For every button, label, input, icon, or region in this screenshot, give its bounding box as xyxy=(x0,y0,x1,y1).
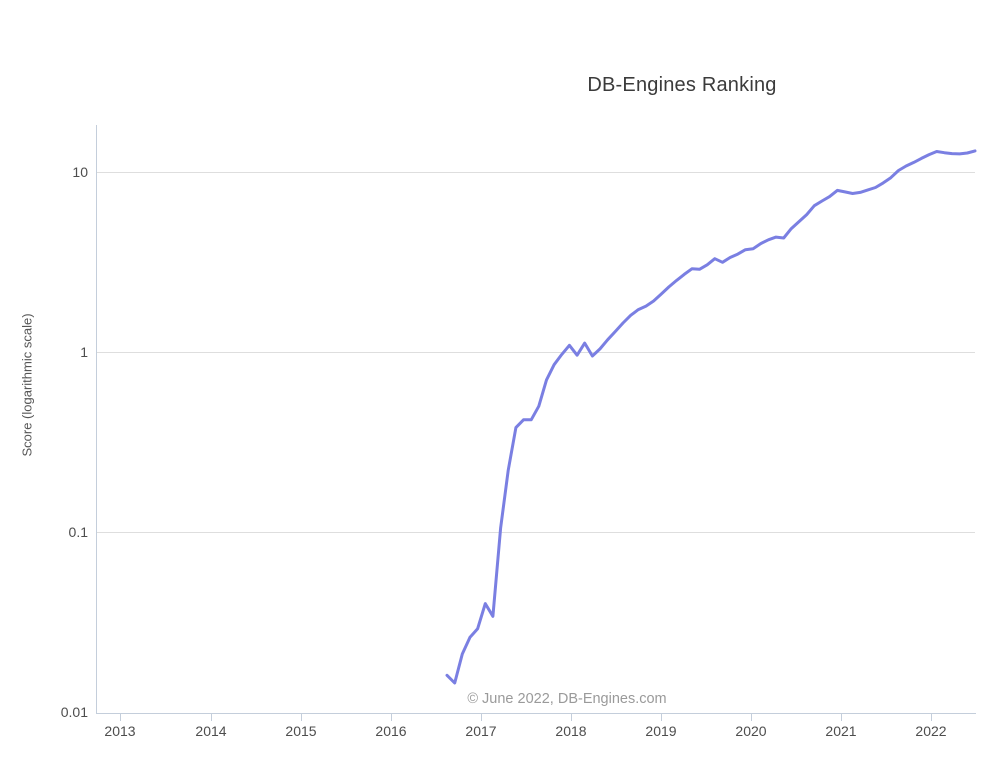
x-tick-mark xyxy=(391,714,392,721)
x-tick-label: 2020 xyxy=(735,723,767,739)
x-tick-label: 2014 xyxy=(195,723,227,739)
chart-title: DB-Engines Ranking xyxy=(587,74,777,96)
watermark: © June 2022, DB-Engines.com xyxy=(467,691,667,707)
x-tick-label: 2018 xyxy=(555,723,587,739)
y-tick-label: 0.1 xyxy=(68,524,88,540)
x-tick-mark xyxy=(211,714,212,721)
gridline-10 xyxy=(96,172,975,173)
x-tick-label: 2015 xyxy=(285,723,317,739)
x-tick-mark xyxy=(571,714,572,721)
x-tick-mark xyxy=(120,714,121,721)
x-tick-label: 2021 xyxy=(825,723,857,739)
x-tick-mark xyxy=(751,714,752,721)
x-tick-label: 2022 xyxy=(915,723,947,739)
y-tick-label: 1 xyxy=(80,344,88,360)
plot-area xyxy=(96,125,976,714)
gridline-1 xyxy=(96,352,975,353)
y-tick-label: 10 xyxy=(72,164,88,180)
x-tick-label: 2017 xyxy=(465,723,497,739)
series-line xyxy=(445,149,977,685)
y-tick-label: 0.01 xyxy=(60,704,88,720)
x-tick-label: 2016 xyxy=(375,723,407,739)
x-tick-mark xyxy=(931,714,932,721)
gridline-0.1 xyxy=(96,532,975,533)
x-tick-mark xyxy=(841,714,842,721)
x-tick-mark xyxy=(481,714,482,721)
x-tick-mark xyxy=(661,714,662,721)
x-tick-mark xyxy=(301,714,302,721)
x-tick-label: 2019 xyxy=(645,723,677,739)
x-tick-label: 2013 xyxy=(104,723,136,739)
